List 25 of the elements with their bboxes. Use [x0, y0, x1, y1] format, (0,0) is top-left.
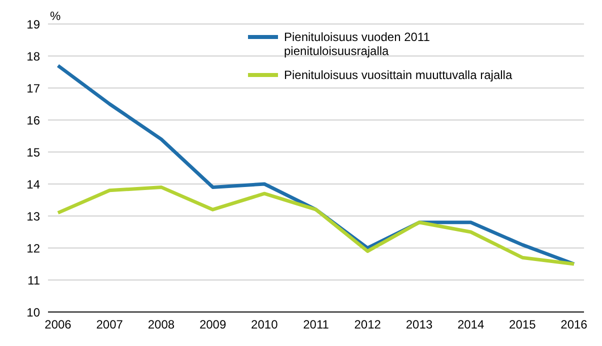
y-tick-label: 15	[26, 145, 40, 160]
x-tick-label: 2010	[251, 318, 278, 332]
x-tick-label: 2009	[199, 318, 226, 332]
x-tick-label: 2006	[44, 318, 72, 332]
x-tick-label: 2008	[148, 318, 175, 332]
y-tick-label: 19	[26, 17, 40, 32]
y-tick-label: 17	[26, 81, 40, 96]
x-tick-label: 2013	[406, 318, 433, 332]
y-tick-label: 14	[26, 177, 40, 192]
x-tick-label: 2016	[560, 318, 588, 332]
y-tick-label: 12	[26, 241, 40, 256]
y-tick-label: 11	[28, 273, 40, 288]
x-tick-label: 2007	[96, 318, 124, 332]
y-tick-label: 18	[26, 49, 40, 64]
y-axis-title: %	[49, 8, 62, 24]
y-tick-label: 13	[26, 209, 40, 224]
x-tick-label: 2015	[509, 318, 536, 332]
y-tick-label: 16	[26, 113, 40, 128]
x-tick-label: 2012	[354, 318, 382, 332]
legend-label: Pienituloisuus vuoden 2011 pienituloisuusrajalla	[284, 30, 431, 58]
x-tick-label: 2011	[303, 318, 330, 332]
legend-label: Pienituloisuus vuosittain muuttuvalla rajalla	[284, 68, 512, 82]
x-tick-label: 2014	[457, 318, 484, 332]
y-tick-label: 10	[26, 305, 40, 320]
line-series	[56, 185, 576, 266]
